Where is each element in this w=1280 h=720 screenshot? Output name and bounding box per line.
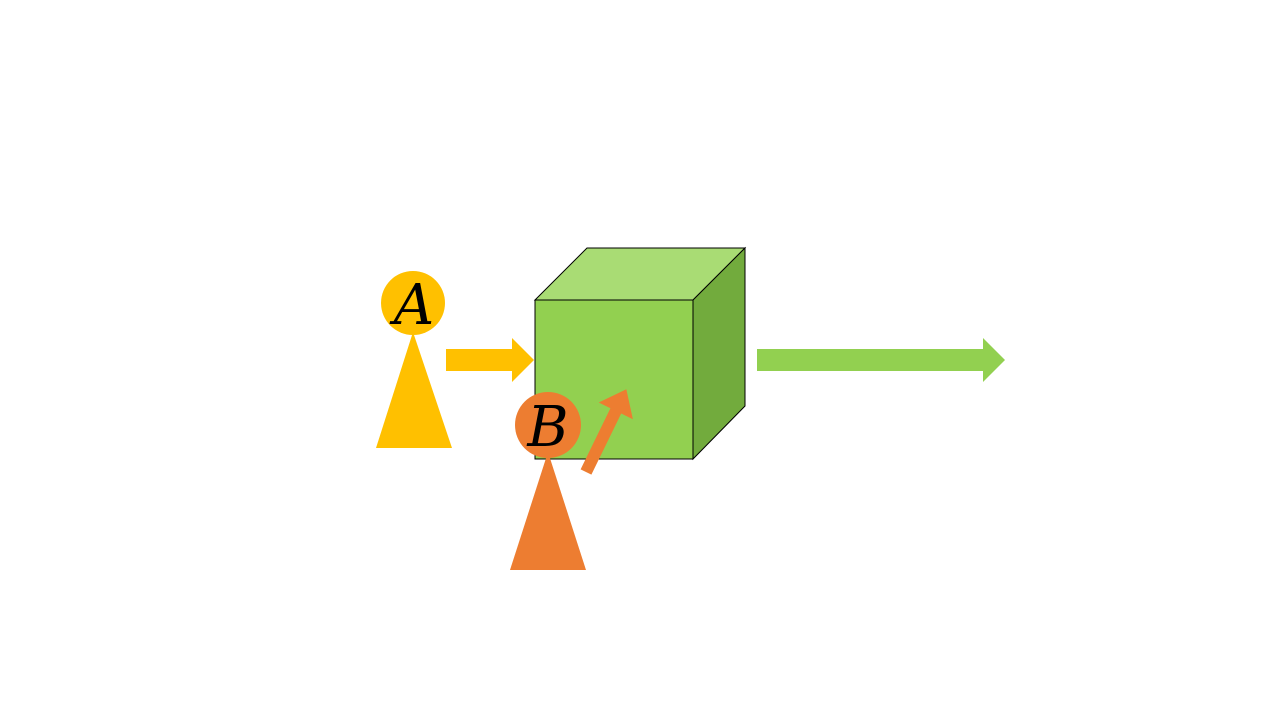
person-b-body	[510, 452, 586, 570]
arrow-a-to-cube-icon	[446, 338, 534, 382]
cube-icon	[533, 246, 747, 461]
person-b-head	[515, 392, 581, 458]
person-b-label: B	[526, 395, 568, 460]
person-a-body	[376, 332, 452, 448]
person-a: A	[376, 271, 452, 448]
arrow-b-to-cube-icon	[580, 389, 633, 475]
arrow-cube-output-icon	[757, 338, 1005, 382]
person-a-head	[381, 271, 445, 335]
person-a-label: A	[389, 273, 434, 338]
person-b: B	[510, 392, 586, 570]
